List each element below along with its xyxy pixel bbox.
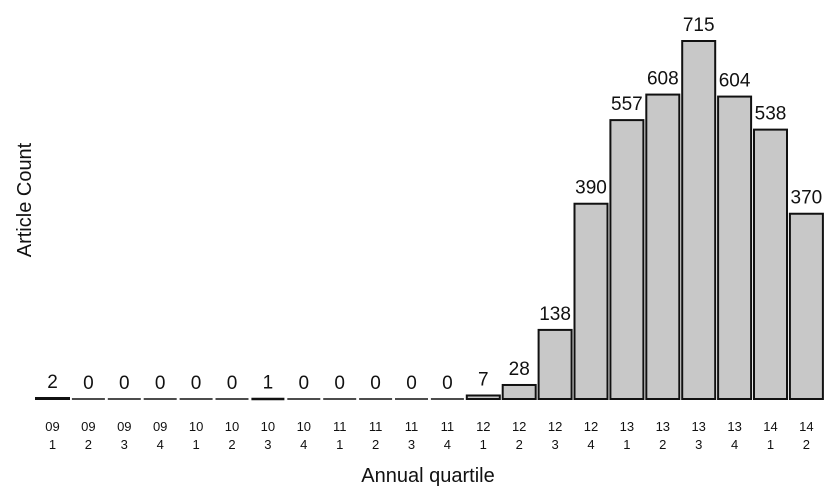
bar-value-label: 0: [191, 373, 202, 394]
bar: [717, 95, 753, 400]
bar: [359, 398, 393, 400]
bar-value-label: 390: [575, 178, 607, 199]
bar: [35, 396, 70, 400]
x-tick-label-quarter: 4: [157, 437, 164, 452]
bar-value-label: 7: [478, 369, 489, 390]
y-axis-label: Article Count: [14, 142, 36, 257]
bar: [430, 398, 464, 400]
x-tick-label-year: 12: [476, 419, 490, 434]
bar: [609, 119, 645, 400]
x-tick-label-quarter: 3: [264, 437, 271, 452]
bar-value-label: 0: [227, 373, 238, 394]
bar: [788, 212, 824, 400]
bar: [215, 398, 249, 400]
bar-value-label: 0: [442, 373, 453, 394]
x-tick-label-quarter: 3: [551, 437, 558, 452]
x-tick-label-quarter: 1: [623, 437, 630, 452]
x-tick-label-quarter: 2: [85, 437, 92, 452]
x-tick-label-year: 13: [691, 419, 705, 434]
x-tick-label-year: 12: [548, 419, 562, 434]
bar: [251, 397, 285, 401]
x-tick-label-year: 14: [799, 419, 813, 434]
bar: [143, 398, 177, 400]
bar-value-label: 0: [83, 373, 94, 394]
x-tick-label-quarter: 4: [444, 437, 451, 452]
x-tick-label-quarter: 2: [803, 437, 810, 452]
bar-value-label: 715: [683, 15, 715, 36]
x-tick-label-quarter: 3: [695, 437, 702, 452]
x-tick-label-year: 10: [297, 419, 311, 434]
x-tick-label-year: 11: [405, 419, 419, 434]
x-tick-label-quarter: 2: [228, 437, 235, 452]
x-tick-label-year: 13: [656, 419, 670, 434]
x-tick-label-year: 11: [369, 419, 383, 434]
bar: [107, 398, 141, 400]
bar: [645, 93, 681, 400]
bar-value-label: 0: [334, 373, 345, 394]
bars-layer: [35, 40, 824, 401]
bar: [179, 398, 213, 400]
x-tick-label-quarter: 1: [336, 437, 343, 452]
bar-value-label: 608: [647, 69, 679, 90]
x-tick-label-quarter: 1: [480, 437, 487, 452]
bar: [681, 40, 717, 400]
x-tick-label-year: 11: [333, 419, 347, 434]
bar-value-label: 0: [299, 373, 310, 394]
x-tick-label-year: 12: [512, 419, 526, 434]
x-tick-label-year: 09: [153, 419, 167, 434]
bar-value-label: 1: [263, 372, 274, 393]
bar: [501, 383, 537, 400]
x-tick-label-quarter: 4: [300, 437, 307, 452]
bar-value-label: 370: [791, 188, 823, 209]
x-tick-label-quarter: 3: [408, 437, 415, 452]
bar-value-label: 0: [155, 373, 166, 394]
x-tick-label-year: 14: [763, 419, 777, 434]
x-tick-label-quarter: 1: [49, 437, 56, 452]
bar: [573, 202, 609, 400]
x-tick-label-year: 10: [261, 419, 275, 434]
bar-value-label: 0: [370, 373, 381, 394]
x-tick-label-year: 10: [189, 419, 203, 434]
bar-value-label: 0: [119, 373, 130, 394]
bar: [465, 394, 501, 401]
bar: [323, 398, 357, 400]
x-tick-label-quarter: 3: [121, 437, 128, 452]
x-tick-label-quarter: 1: [192, 437, 199, 452]
bar: [395, 398, 428, 400]
bar-value-label: 2: [47, 372, 58, 393]
x-tick-label-quarter: 1: [767, 437, 774, 452]
x-tick-label-year: 09: [117, 419, 131, 434]
x-tick-label-year: 11: [441, 419, 455, 434]
bar: [287, 398, 321, 400]
tick-labels-layer: 0910920930941011021031041111121131141211…: [45, 419, 813, 452]
x-tick-label-year: 12: [584, 419, 598, 434]
x-tick-label-quarter: 2: [516, 437, 523, 452]
bar: [71, 398, 105, 400]
x-tick-label-year: 10: [225, 419, 239, 434]
bar-value-label: 538: [755, 104, 787, 125]
bar-value-label: 28: [509, 359, 530, 380]
x-tick-label-year: 13: [727, 419, 741, 434]
x-tick-label-year: 09: [81, 419, 95, 434]
bar: [537, 328, 573, 401]
bar-value-label: 0: [406, 373, 417, 394]
x-tick-label-quarter: 2: [659, 437, 666, 452]
x-tick-label-year: 13: [620, 419, 634, 434]
bar: [753, 128, 788, 400]
bar-value-label: 138: [539, 304, 571, 325]
x-tick-label-quarter: 2: [372, 437, 379, 452]
bar-value-label: 557: [611, 94, 643, 115]
x-tick-label-quarter: 4: [731, 437, 738, 452]
x-tick-label-quarter: 4: [587, 437, 594, 452]
x-tick-label-year: 09: [45, 419, 59, 434]
bar-value-label: 604: [719, 71, 751, 92]
x-axis-label: Annual quartile: [361, 465, 494, 487]
